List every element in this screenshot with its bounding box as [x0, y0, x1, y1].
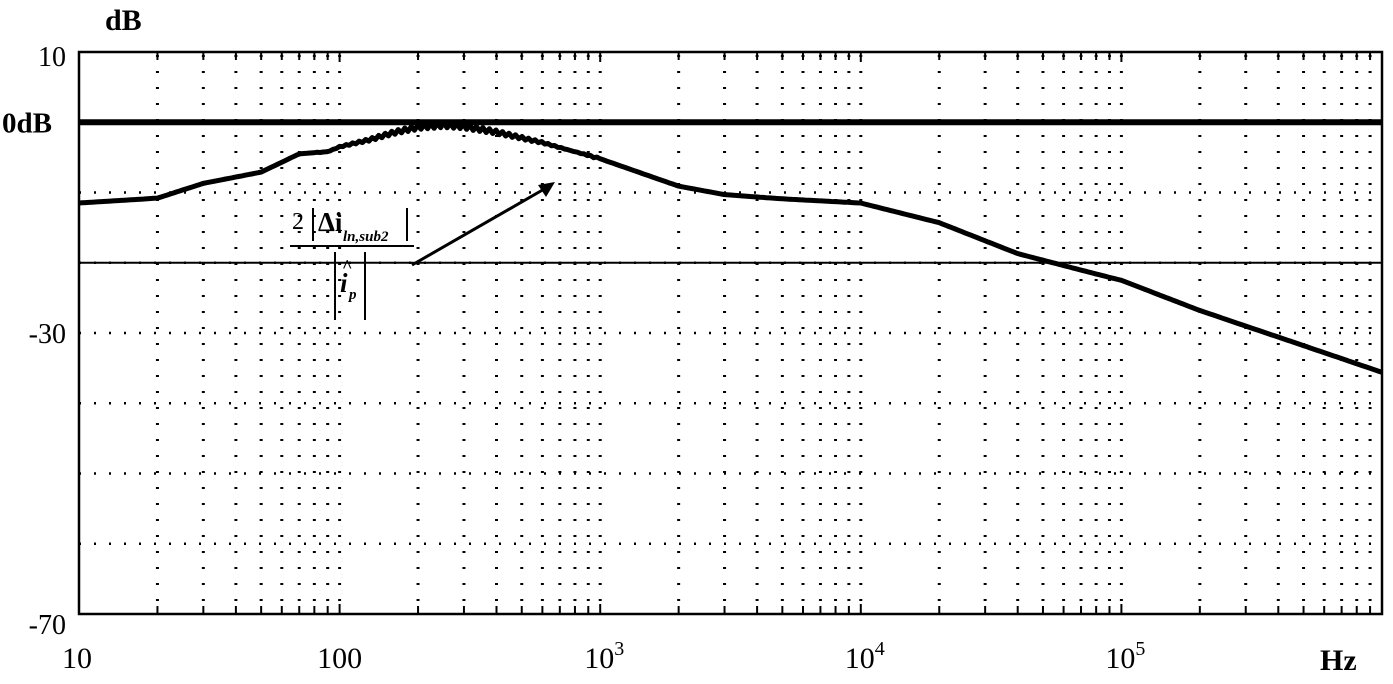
x-tick-label: 10 — [62, 642, 92, 675]
x-tick-exponent: 3 — [614, 638, 624, 660]
y-axis-title: dB — [105, 4, 142, 37]
x-tick-label: 105 — [1105, 638, 1145, 675]
formula-denominator-subscript: p — [347, 287, 357, 303]
x-tick-base: 10 — [584, 642, 614, 675]
y-tick-label: -70 — [29, 610, 66, 641]
formula-denominator-hat: ^ — [342, 256, 352, 276]
plot-frame — [77, 50, 1384, 616]
y-tick-label: -30 — [29, 319, 66, 350]
formula-annotation: 2 Δi ln,sub2 ^ i p — [290, 182, 555, 320]
tick-marks — [156, 52, 1372, 614]
formula-coefficient: 2 — [292, 209, 304, 235]
x-tick-label: 104 — [845, 638, 885, 675]
x-axis-title: Hz — [1320, 644, 1357, 677]
x-tick-exponent: 4 — [875, 638, 885, 660]
x-tick-exponent: 5 — [1135, 638, 1145, 660]
reference-line-label: 0dB — [2, 107, 52, 139]
x-tick-labels: 10 100 103 104 105 — [62, 638, 1145, 675]
x-tick-base: 10 — [1105, 642, 1135, 675]
grid — [79, 52, 1382, 614]
reference-lines: 0dB — [2, 107, 1382, 264]
annotation-arrow-shaft — [411, 186, 547, 267]
x-tick-label: 100 — [317, 642, 362, 675]
x-tick-base: 10 — [845, 642, 875, 675]
formula-numerator-subscript: ln,sub2 — [343, 229, 389, 245]
series-line-0 — [78, 120, 1383, 375]
formula-numerator-symbol: Δi — [318, 207, 343, 237]
series-layer — [78, 120, 1383, 375]
y-tick-label: 10 — [38, 42, 66, 73]
y-tick-labels: 10 -30 -70 — [29, 42, 66, 641]
formula-denominator-symbol: i — [340, 268, 348, 298]
x-tick-label: 103 — [584, 638, 624, 675]
annotation-arrow-head — [538, 182, 555, 197]
